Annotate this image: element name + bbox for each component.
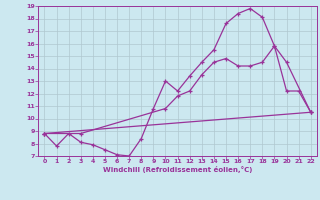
X-axis label: Windchill (Refroidissement éolien,°C): Windchill (Refroidissement éolien,°C) — [103, 166, 252, 173]
